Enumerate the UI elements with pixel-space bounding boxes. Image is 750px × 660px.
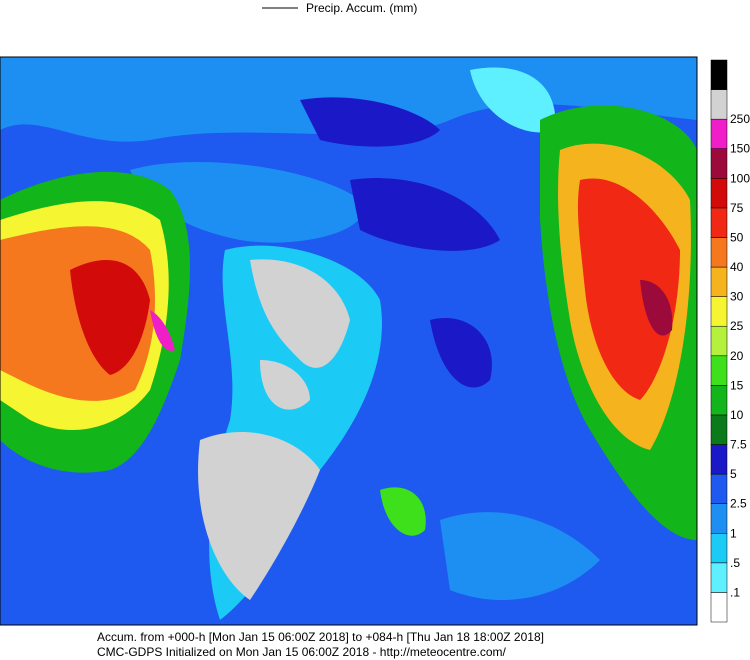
colorbar-label: 250 <box>730 112 750 126</box>
footer-line-2: CMC-GDPS Initialized on Mon Jan 15 06:00… <box>97 645 507 659</box>
footer-line-1: Accum. from +000-h [Mon Jan 15 06:00Z 20… <box>97 630 544 644</box>
colorbar-segment <box>710 266 728 297</box>
colorbar-label: 50 <box>730 230 744 244</box>
colorbar-segment <box>710 59 728 90</box>
colorbar-label: .5 <box>730 556 740 570</box>
colorbar: .1 .5 1 2.5 5 7.5 10 15 20 25 30 40 50 75 100 150 250 <box>710 59 750 623</box>
colorbar-segment <box>710 207 728 238</box>
colorbar-label: .1 <box>730 585 740 599</box>
colorbar-label: 25 <box>730 319 744 333</box>
colorbar-label: 1 <box>730 526 737 540</box>
colorbar-label: 30 <box>730 290 744 304</box>
colorbar-segment <box>710 414 728 445</box>
colorbar-segment <box>710 296 728 327</box>
colorbar-segment <box>710 562 728 593</box>
colorbar-segment <box>710 148 728 179</box>
colorbar-segment <box>710 533 728 564</box>
colorbar-segment <box>710 385 728 416</box>
map-frame <box>0 56 698 626</box>
colorbar-segment <box>710 592 728 623</box>
colorbar-label: 15 <box>730 378 744 392</box>
colorbar-segment <box>710 237 728 268</box>
colorbar-segment <box>710 473 728 504</box>
colorbar-label: 10 <box>730 408 744 422</box>
colorbar-label: 20 <box>730 349 744 363</box>
legend-label: Precip. Accum. (mm) <box>306 1 417 15</box>
colorbar-segment <box>710 178 728 209</box>
colorbar-label: 5 <box>730 467 737 481</box>
colorbar-label: 40 <box>730 260 744 274</box>
colorbar-segment <box>710 89 728 120</box>
colorbar-label: 100 <box>730 171 750 185</box>
precip-map <box>0 57 697 625</box>
colorbar-segment <box>710 503 728 534</box>
colorbar-segment <box>710 325 728 357</box>
colorbar-label: 2.5 <box>730 497 747 511</box>
colorbar-segment <box>710 444 728 475</box>
colorbar-label: 150 <box>730 142 750 156</box>
colorbar-label: 75 <box>730 201 744 215</box>
colorbar-segment <box>710 355 728 386</box>
colorbar-label: 7.5 <box>730 438 747 452</box>
colorbar-segment <box>710 118 728 149</box>
